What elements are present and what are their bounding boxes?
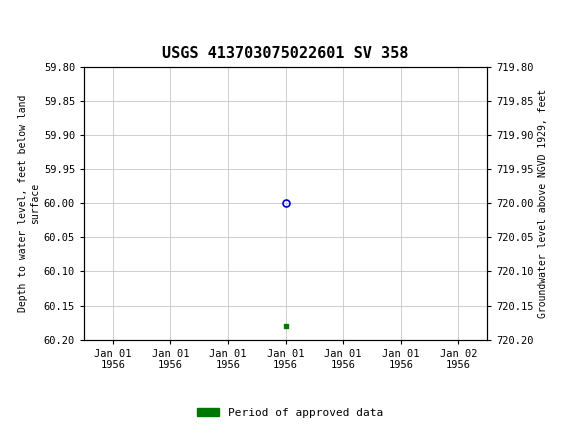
Text: USGS: USGS [32,13,92,32]
Title: USGS 413703075022601 SV 358: USGS 413703075022601 SV 358 [162,46,409,61]
Y-axis label: Groundwater level above NGVD 1929, feet: Groundwater level above NGVD 1929, feet [538,89,548,318]
Y-axis label: Depth to water level, feet below land
surface: Depth to water level, feet below land su… [18,95,39,312]
Text: ≡: ≡ [7,11,28,34]
Legend: Period of approved data: Period of approved data [193,403,387,422]
